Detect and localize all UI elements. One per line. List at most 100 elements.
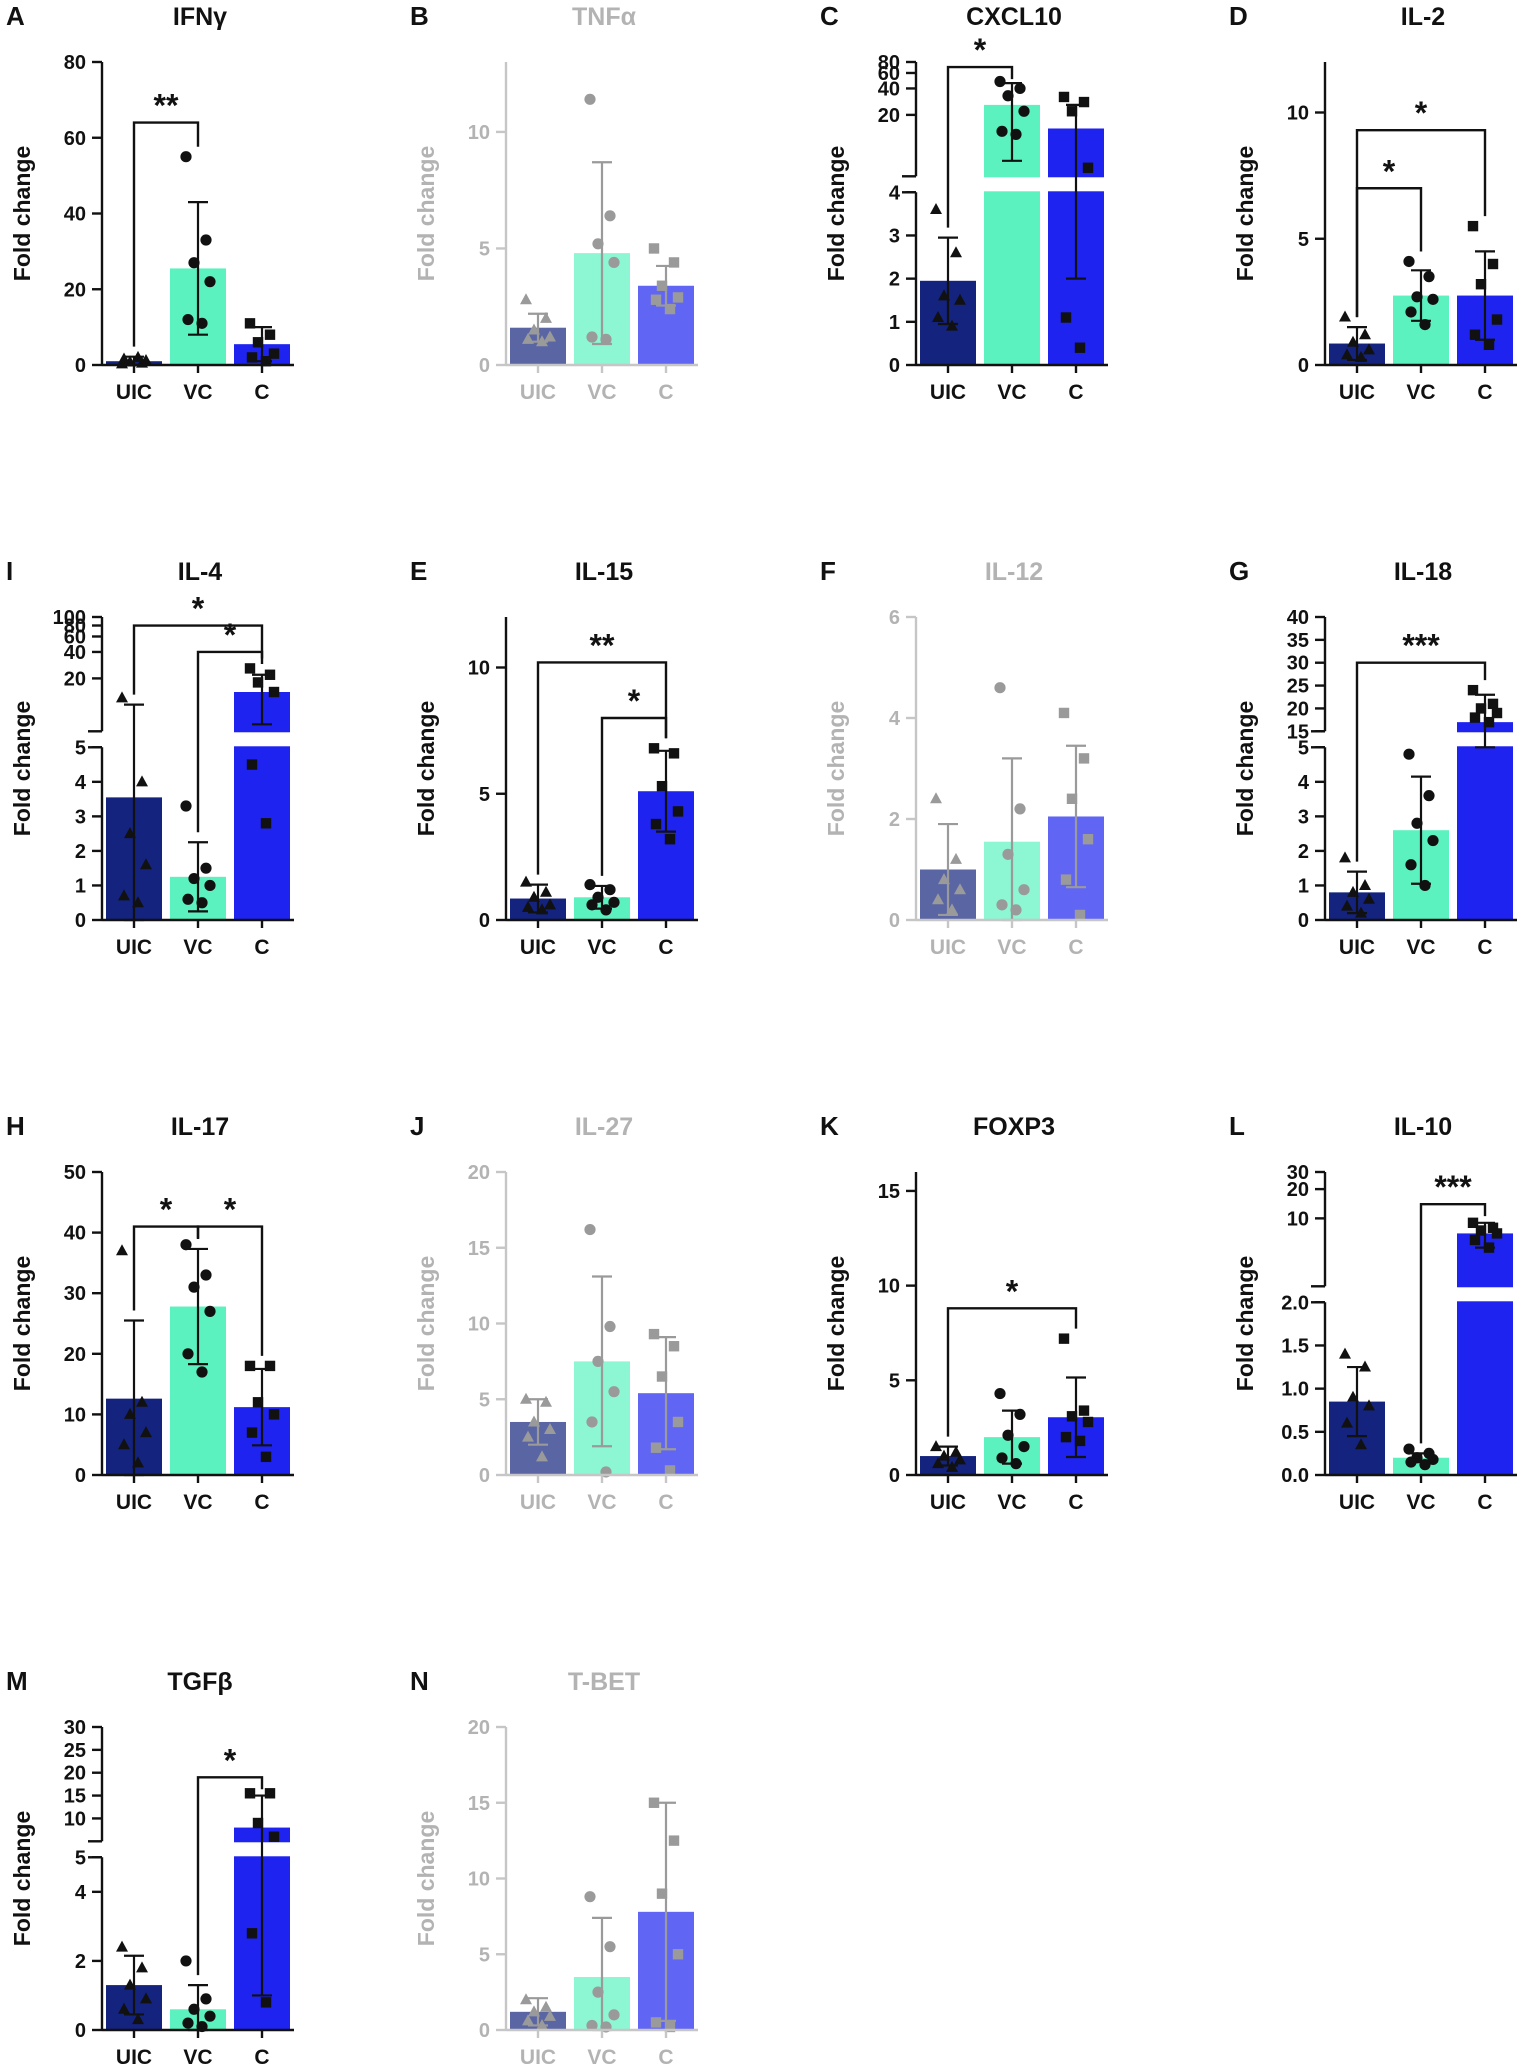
panel-title: CXCL10 [966, 3, 1062, 31]
x-tick-label: VC [587, 1491, 616, 1514]
data-point-c [244, 663, 256, 674]
x-tick-label: C [1477, 381, 1492, 404]
y-axis-label: Fold change [413, 146, 439, 281]
y-tick-label: 1.5 [1281, 1335, 1309, 1357]
panel-letter: F [820, 556, 836, 586]
panel-title: IL-17 [171, 1113, 229, 1141]
x-tick-label: C [1068, 936, 1083, 959]
x-tick-label: C [254, 1491, 269, 1514]
data-point-uic [536, 1450, 548, 1462]
y-tick-label: 20 [878, 105, 900, 127]
data-point-uic [536, 903, 548, 915]
error-bar-uic [938, 822, 958, 917]
data-point-uic [540, 1395, 552, 1407]
data-point-vc [200, 862, 212, 874]
x-tick-label: VC [183, 381, 212, 404]
y-tick-label: 0 [889, 355, 900, 377]
data-point-vc [200, 1993, 212, 2005]
data-point-uic [1339, 1347, 1351, 1359]
x-tick-label: C [1477, 1491, 1492, 1514]
y-tick-label: 0.0 [1281, 1465, 1309, 1487]
data-point-vc [1018, 884, 1030, 896]
y-tick-label: 10 [1287, 1208, 1309, 1230]
panel-ifng: A IFNγ Fold change 0 20 40 60 80 UIC VC C ** [6, 1, 294, 404]
data-point-vc [584, 1223, 596, 1236]
data-point-c [1487, 1222, 1499, 1233]
data-point-c [1082, 1416, 1094, 1428]
panel-letter: H [6, 1111, 25, 1141]
y-tick-label: 0.5 [1281, 1422, 1309, 1444]
bar-c [1457, 1233, 1513, 1475]
data-point-uic [522, 2014, 534, 2026]
data-point-c [648, 1797, 660, 1808]
data-point-vc [182, 313, 194, 326]
x-tick-label: VC [997, 936, 1026, 959]
data-point-vc [1403, 748, 1415, 760]
y-axis-label: Fold change [1232, 1256, 1258, 1391]
y-tick-label: 6 [889, 607, 900, 629]
x-tick-label: VC [183, 2046, 212, 2069]
data-point-c [244, 318, 256, 329]
panel-letter: C [820, 1, 839, 31]
y-tick-label: 20 [64, 1344, 86, 1366]
panel-title: IFNγ [173, 3, 227, 31]
data-point-vc [586, 331, 598, 343]
x-tick-label: VC [183, 1491, 212, 1514]
data-point-vc [996, 1452, 1008, 1464]
error-bar-c [1066, 744, 1086, 889]
x-tick-label: C [1068, 1491, 1083, 1514]
data-point-c [244, 1788, 256, 1799]
data-point-vc [584, 1891, 596, 1903]
y-tick-label: 5 [479, 238, 490, 260]
y-tick-label: 25 [1287, 676, 1309, 698]
x-tick-label: C [254, 2046, 269, 2069]
data-point-vc [204, 879, 216, 892]
data-point-c [1060, 874, 1072, 885]
y-tick-label: 20 [64, 279, 86, 301]
data-point-vc [1419, 1459, 1431, 1471]
y-tick-label: 4 [889, 182, 901, 204]
data-point-vc [996, 899, 1008, 911]
data-point-uic [930, 792, 942, 804]
data-point-vc [608, 256, 620, 269]
data-point-vc [180, 1955, 192, 1967]
data-point-uic [116, 1244, 128, 1256]
panel-letter: I [6, 556, 13, 586]
y-tick-label: 0 [479, 1465, 490, 1487]
error-bar-uic [124, 1954, 144, 2016]
data-point-c [664, 834, 676, 845]
x-tick-label: UIC [520, 936, 556, 959]
data-point-uic [954, 883, 966, 895]
data-point-vc [994, 75, 1006, 88]
data-point-uic [946, 319, 958, 331]
data-point-uic [140, 1426, 152, 1438]
data-point-uic [932, 311, 944, 323]
data-point-c [672, 806, 684, 817]
data-point-vc [182, 893, 194, 905]
data-point-uic [946, 1460, 958, 1472]
data-point-vc [1405, 859, 1417, 871]
data-point-c [664, 1465, 676, 1476]
data-point-vc [188, 2003, 200, 2015]
y-tick-label: 40 [1287, 607, 1309, 629]
y-tick-label: 10 [1287, 103, 1309, 125]
y-axis-label: Fold change [413, 1256, 439, 1391]
significance-label: * [628, 683, 641, 719]
panel-letter: G [1229, 556, 1249, 586]
y-axis-label: Fold change [413, 1811, 439, 1946]
bar-c [234, 692, 290, 920]
y-tick-label: 10 [64, 1404, 86, 1426]
y-tick-label: 4 [1298, 772, 1310, 794]
y-tick-label: 10 [468, 1314, 490, 1336]
data-point-uic [522, 1430, 534, 1442]
y-tick-label: 2 [889, 269, 900, 291]
y-tick-label: 30 [1287, 653, 1309, 675]
data-point-vc [586, 2019, 598, 2032]
data-point-uic [124, 827, 136, 839]
y-tick-label: 0 [1298, 355, 1309, 377]
data-point-uic [124, 1407, 136, 1419]
data-point-uic [932, 1457, 944, 1469]
y-tick-label: 5 [1298, 229, 1309, 251]
data-point-uic [522, 900, 534, 912]
data-point-uic [1339, 851, 1351, 863]
